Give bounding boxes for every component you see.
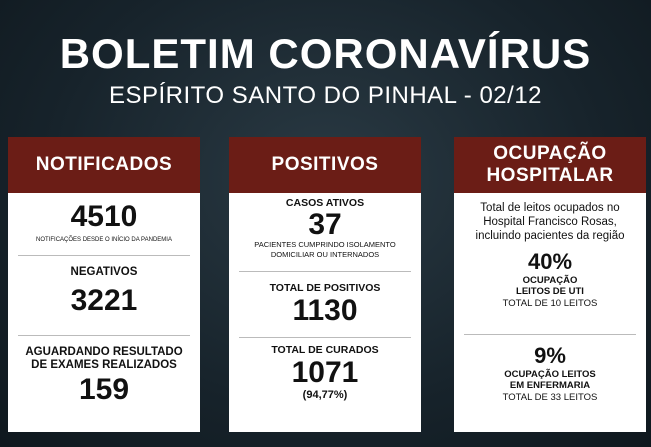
- note: TOTAL DE 33 LEITOS: [502, 392, 598, 403]
- intro-line: Total de leitos ocupados no: [480, 202, 620, 214]
- card: NOTIFICADOS 4510 NOTIFICAÇÕES DESDE O IN…: [8, 137, 200, 432]
- intro: Total de leitos ocupados no Hospital Fra…: [454, 193, 646, 249]
- note: (94,77%): [302, 389, 348, 401]
- section: 9% OCUPAÇÃO LEITOS EM ENFERMARIA TOTAL D…: [464, 334, 636, 404]
- label: TOTAL DE POSITIVOS: [269, 282, 381, 294]
- note: NOTIFICAÇÕES DESDE O INÍCIO DA PANDEMIA: [36, 237, 172, 243]
- card: POSITIVOS CASOS ATIVOS 37 PACIENTES CUMP…: [229, 137, 421, 432]
- card: OCUPAÇÃO HOSPITALAR Total de leitos ocup…: [454, 137, 646, 432]
- card-header: OCUPAÇÃO HOSPITALAR: [454, 137, 646, 193]
- section: TOTAL DE POSITIVOS 1130: [239, 271, 411, 337]
- label: NEGATIVOS: [70, 266, 138, 278]
- label: AGUARDANDO RESULTADO: [25, 346, 183, 358]
- card-title: HOSPITALAR: [486, 165, 614, 186]
- section: CASOS ATIVOS 37 PACIENTES CUMPRINDO ISOL…: [239, 193, 411, 271]
- intro-line: Hospital Francisco Rosas,: [483, 216, 617, 228]
- value: 9%: [534, 343, 566, 368]
- card-title: OCUPAÇÃO: [493, 143, 607, 164]
- note: TOTAL DE 10 LEITOS: [502, 298, 598, 309]
- value: 4510: [70, 200, 138, 233]
- value: 1071: [291, 356, 359, 389]
- label: DE EXAMES REALIZADOS: [31, 359, 177, 371]
- intro-line: incluindo pacientes da região: [475, 230, 625, 242]
- value: 37: [308, 208, 342, 241]
- section: AGUARDANDO RESULTADO DE EXAMES REALIZADO…: [18, 335, 190, 408]
- label: CASOS ATIVOS: [285, 197, 365, 209]
- card-header: POSITIVOS: [229, 137, 421, 193]
- card-title: NOTIFICADOS: [35, 154, 173, 175]
- section: 4510 NOTIFICAÇÕES DESDE O INÍCIO DA PAND…: [18, 193, 190, 255]
- value: 3221: [70, 284, 138, 317]
- section: TOTAL DE CURADOS 1071 (94,77%): [239, 337, 411, 402]
- label: OCUPAÇÃO: [522, 275, 578, 286]
- value: 1130: [292, 294, 358, 327]
- title: BOLETIM CORONAVÍRUS: [59, 30, 592, 77]
- subtitle: ESPÍRITO SANTO DO PINHAL - 02/12: [108, 82, 543, 109]
- value: 40%: [527, 249, 573, 274]
- label: OCUPAÇÃO LEITOS: [504, 369, 596, 380]
- card-header: NOTIFICADOS: [8, 137, 200, 193]
- label: EM ENFERMARIA: [509, 380, 591, 391]
- note: PACIENTES CUMPRINDO ISOLAMENTO: [254, 240, 396, 249]
- card-title: POSITIVOS: [271, 154, 379, 175]
- note: DOMICILIAR OU INTERNADOS: [270, 250, 380, 259]
- label: LEITOS DE UTI: [516, 286, 584, 297]
- section: NEGATIVOS 3221: [18, 255, 190, 335]
- value: 159: [78, 373, 130, 406]
- label: TOTAL DE CURADOS: [271, 344, 379, 356]
- section: 40% OCUPAÇÃO LEITOS DE UTI TOTAL DE 10 L…: [464, 249, 636, 334]
